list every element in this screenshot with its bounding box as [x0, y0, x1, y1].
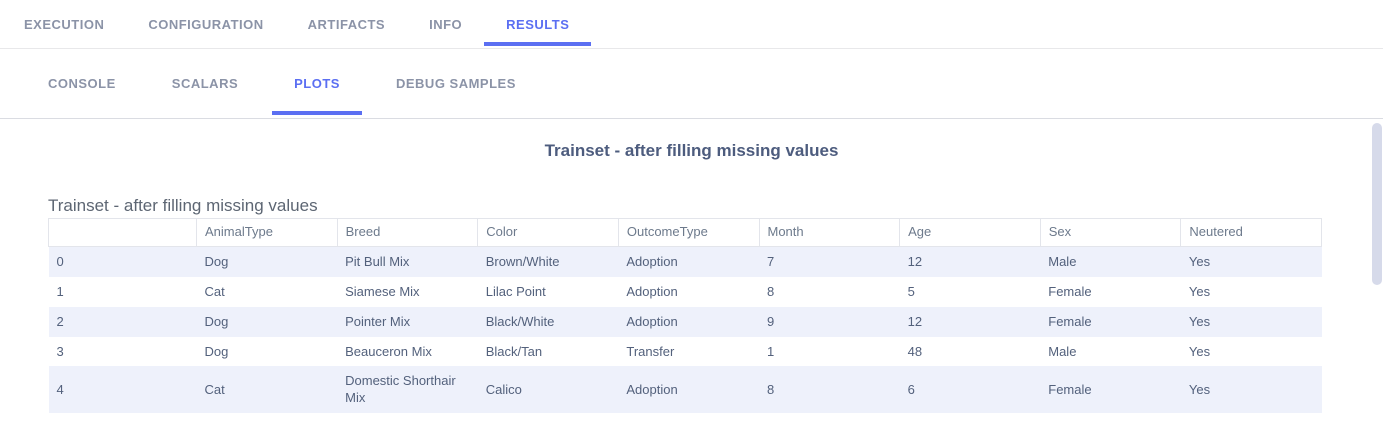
table-cell: 9: [767, 313, 775, 329]
table-cell: 0: [56, 253, 64, 269]
table-header-row: AnimalType Breed Color OutcomeType Month Age S…: [48, 218, 1322, 247]
table-cell: Dog: [204, 253, 229, 269]
table-row: 0 Dog Pit Bull Mix Brown/White Adoption 7 12 Ma…: [48, 246, 1322, 277]
plot-block: Trainset - after filling missing values …: [0, 196, 1383, 414]
column-header: Color: [477, 218, 619, 247]
table-cell: Adoption: [626, 253, 678, 269]
table-cell: Female: [1048, 381, 1092, 397]
table-cell: 4: [56, 381, 64, 397]
main-tabs-bar: EXECUTION CONFIGURATION ARTIFACTS INFO RESUL…: [0, 0, 1383, 49]
table-cell: Adoption: [626, 283, 678, 299]
tab-label: INFO: [429, 16, 463, 32]
table-cell: Beauceron Mix: [345, 343, 432, 359]
tab-label: SCALARS: [171, 76, 239, 91]
table-row: 4 Cat Domestic Shorthair Mix Calico Adoption…: [48, 366, 1322, 414]
tab-label: CONSOLE: [48, 76, 116, 91]
table-cell: Adoption: [626, 381, 678, 397]
tab-label: RESULTS: [506, 16, 570, 32]
column-header: Sex: [1039, 218, 1182, 247]
table-cell: Yes: [1188, 343, 1211, 359]
tab-label: CONFIGURATION: [148, 16, 264, 32]
table-cell: 12: [907, 253, 923, 269]
plots-panel: Trainset - after filling missing values …: [0, 141, 1383, 414]
table-cell: 6: [907, 381, 915, 397]
results-tabs-bar: CONSOLE SCALARS PLOTS DEBUG SAMPLES: [0, 49, 1383, 119]
table-cell: Pointer Mix: [345, 313, 411, 329]
tab-info[interactable]: INFO: [407, 0, 484, 48]
table-cell: Dog: [204, 343, 229, 359]
tab-label: EXECUTION: [24, 16, 105, 32]
table-cell: Siamese Mix: [345, 283, 420, 299]
table-row: 3 Dog Beauceron Mix Black/Tan Transfer 1 48 Mal…: [49, 337, 1322, 367]
vertical-scrollbar[interactable]: [1371, 121, 1383, 438]
tab-configuration[interactable]: CONFIGURATION: [126, 0, 285, 48]
plot-heading: Trainset - after filling missing values: [544, 141, 839, 160]
table-cell: 1: [56, 283, 64, 299]
table-cell: 48: [907, 343, 923, 359]
table-cell: 7: [767, 253, 775, 269]
table-cell: Black/Tan: [485, 343, 543, 359]
table-cell: Yes: [1188, 381, 1211, 397]
table-cell: Yes: [1188, 253, 1211, 269]
subtab-console[interactable]: CONSOLE: [26, 49, 138, 118]
table-cell: 3: [56, 343, 64, 359]
tab-label: DEBUG SAMPLES: [395, 76, 516, 91]
table-cell: Female: [1048, 313, 1092, 329]
column-header: AnimalType: [196, 218, 338, 247]
column-header: Neutered: [1180, 218, 1322, 247]
table-cell: 12: [907, 313, 923, 329]
tab-label: PLOTS: [294, 76, 340, 91]
column-header: [48, 218, 197, 247]
column-header: Breed: [336, 218, 479, 247]
table-cell: Cat: [204, 381, 225, 397]
table-cell: Yes: [1188, 283, 1211, 299]
tab-artifacts[interactable]: ARTIFACTS: [286, 0, 407, 48]
table-cell: 1: [767, 343, 775, 359]
table-cell: Black/White: [485, 313, 555, 329]
active-tab-underline: [272, 111, 362, 115]
subtab-debug-samples[interactable]: DEBUG SAMPLES: [374, 49, 538, 118]
table-cell: Pit Bull Mix: [345, 253, 410, 269]
table-cell: Adoption: [626, 313, 678, 329]
subtab-scalars[interactable]: SCALARS: [150, 49, 260, 118]
vertical-scrollbar-thumb[interactable]: [1372, 123, 1382, 285]
table-cell: Cat: [204, 283, 225, 299]
table-cell: Calico: [485, 381, 522, 397]
table-cell: 5: [907, 283, 915, 299]
table-cell: Yes: [1188, 313, 1211, 329]
trainset-table: AnimalType Breed Color OutcomeType Month Age S…: [48, 218, 1322, 414]
table-cell: 2: [56, 313, 64, 329]
subtab-plots[interactable]: PLOTS: [272, 49, 362, 118]
table-cell: 8: [767, 283, 775, 299]
table-cell: 8: [767, 381, 775, 397]
table-cell: Brown/White: [485, 253, 560, 269]
tab-label: ARTIFACTS: [307, 16, 386, 32]
table-cell: Dog: [204, 313, 229, 329]
table-row: 2 Dog Pointer Mix Black/White Adoption 9 12 Fem…: [48, 306, 1322, 337]
column-header: Month: [758, 218, 901, 247]
column-header: Age: [899, 218, 1041, 247]
active-tab-underline: [484, 42, 592, 46]
column-header: OutcomeType: [617, 218, 760, 247]
table-cell: Female: [1048, 283, 1092, 299]
table-cell: Male: [1048, 343, 1077, 359]
tab-execution[interactable]: EXECUTION: [2, 0, 126, 48]
table-cell: Lilac Point: [485, 283, 546, 299]
table-cell: Transfer: [626, 343, 675, 359]
table-cell: Domestic Shorthair Mix: [345, 373, 456, 406]
table-cell: Male: [1048, 253, 1077, 269]
plot-table-title: Trainset - after filling missing values: [48, 196, 318, 215]
table-row: 1 Cat Siamese Mix Lilac Point Adoption 8 5 Fema…: [49, 277, 1322, 307]
tab-results[interactable]: RESULTS: [484, 0, 592, 48]
